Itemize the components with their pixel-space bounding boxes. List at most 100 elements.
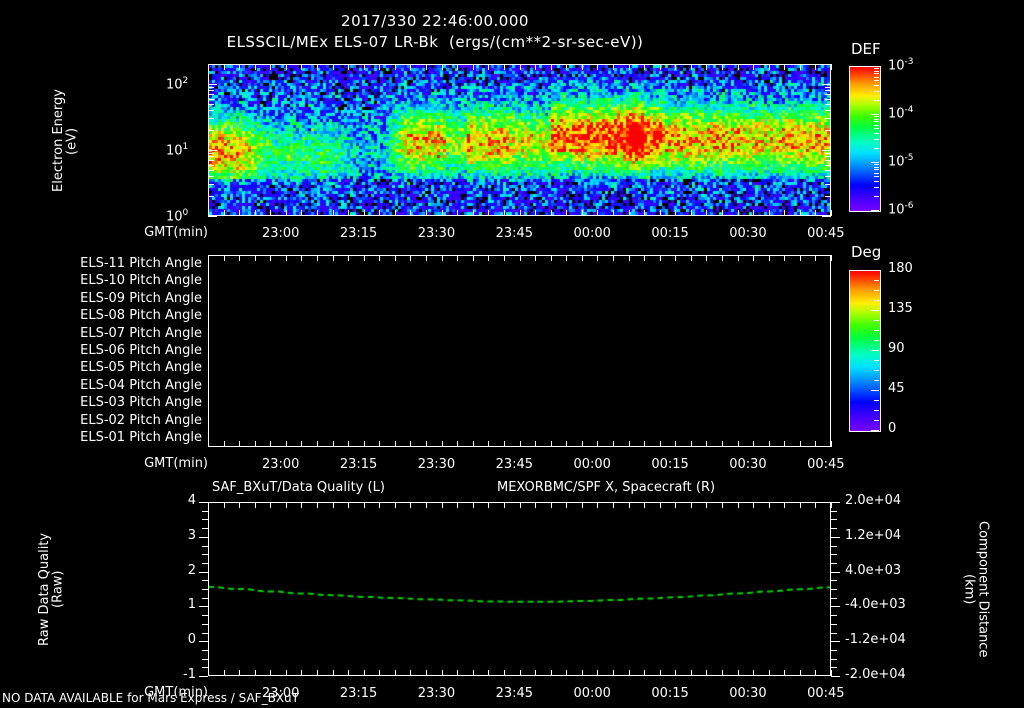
y-minor-tick (831, 589, 837, 590)
x-tick-label: 23:45 (495, 686, 534, 701)
y-tick-label-left: -1 (183, 667, 196, 682)
plot-timestamp-title: 2017/330 22:46:00.000 (341, 12, 529, 30)
x-tick-mark (784, 64, 785, 70)
y-tick-mark (822, 216, 831, 217)
x-tick-mark (239, 210, 240, 216)
x-tick-mark (364, 64, 365, 70)
spectrogram-ylabel: Electron Energy (eV) (51, 89, 80, 193)
y-minor-tick (202, 676, 208, 677)
x-tick-mark (208, 502, 209, 508)
colorbar-minor-tick (874, 400, 879, 401)
x-tick-label: 00:45 (807, 457, 845, 472)
y-minor-tick (825, 118, 831, 119)
y-minor-tick (202, 580, 208, 581)
colorbar-minor-tick (874, 290, 879, 291)
x-tick-mark (442, 210, 443, 216)
x-tick-mark (566, 441, 567, 447)
x-tick-label: 00:30 (729, 686, 767, 701)
y-minor-tick (825, 87, 831, 88)
x-tick-mark (255, 210, 256, 216)
colorbar-minor-tick (874, 370, 879, 371)
colorbar-minor-tick (874, 196, 879, 197)
colorbar-minor-tick (874, 300, 879, 301)
colorbar-minor-tick (874, 320, 879, 321)
x-tick-mark (644, 670, 645, 676)
x-tick-mark (753, 210, 754, 216)
colorbar-minor-tick (874, 187, 879, 188)
x-tick-mark (566, 64, 567, 70)
y-minor-tick (825, 160, 831, 161)
x-tick-label: 00:30 (729, 457, 767, 472)
x-tick-mark (784, 255, 785, 261)
y-tick-label-right: -4.0e+03 (845, 597, 906, 612)
y-tick-label: 102 (166, 76, 189, 93)
y-minor-tick (208, 110, 214, 111)
x-tick-mark (333, 502, 334, 508)
x-tick-mark (301, 441, 302, 447)
x-tick-mark (255, 670, 256, 676)
colorbar-minor-tick (874, 380, 879, 381)
x-tick-mark (442, 502, 443, 508)
y-minor-tick (208, 196, 214, 197)
colorbar-minor-tick (874, 420, 879, 421)
x-tick-mark (784, 502, 785, 508)
colorbar-minor-tick (874, 100, 879, 101)
y-minor-tick (825, 176, 831, 177)
x-tick-mark (348, 255, 349, 261)
x-tick-mark (224, 255, 225, 261)
x-tick-mark (426, 502, 427, 508)
x-tick-mark (270, 502, 271, 508)
y-minor-tick (208, 99, 214, 100)
y-tick-label: 101 (166, 142, 189, 159)
x-tick-label: 00:00 (573, 686, 611, 701)
spectrogram-time-axis-label: GMT(min) (144, 225, 208, 240)
x-tick-mark (831, 64, 832, 70)
colorbar-minor-tick (874, 350, 879, 351)
colorbar-minor-tick (874, 125, 879, 126)
x-tick-mark (738, 502, 739, 508)
x-tick-label: 23:00 (261, 226, 300, 241)
y-minor-tick (202, 633, 208, 634)
y-minor-tick (825, 196, 831, 197)
pitch-angle-row-label: ELS-07 Pitch Angle (80, 326, 202, 341)
x-tick-mark (753, 502, 754, 508)
x-tick-mark (535, 670, 536, 676)
def-colorbar-label: 10-3 (888, 57, 914, 74)
x-tick-mark (753, 64, 754, 70)
y-tick-mark (208, 150, 217, 151)
y-minor-tick (825, 104, 831, 105)
x-tick-mark (239, 670, 240, 676)
x-tick-mark (333, 210, 334, 216)
x-tick-mark (535, 64, 536, 70)
x-tick-mark (566, 670, 567, 676)
y-minor-tick (208, 118, 214, 119)
x-tick-mark (301, 502, 302, 508)
deg-colorbar-label: 135 (888, 301, 913, 316)
x-tick-mark (395, 64, 396, 70)
def-colorbar-label: 10-6 (888, 201, 914, 218)
pitch-angle-panel[interactable] (208, 255, 831, 447)
spectrogram-panel[interactable] (208, 64, 831, 216)
x-tick-label: 23:00 (261, 457, 300, 472)
x-tick-mark (582, 670, 583, 676)
x-tick-mark (395, 210, 396, 216)
x-tick-mark (379, 670, 380, 676)
x-tick-mark (395, 441, 396, 447)
x-tick-label: 23:30 (417, 686, 456, 701)
x-tick-mark (660, 502, 661, 508)
x-tick-mark (426, 441, 427, 447)
bottom-data-panel[interactable] (208, 502, 831, 676)
x-tick-mark (457, 64, 458, 70)
x-tick-mark (551, 255, 552, 261)
x-tick-mark (208, 64, 209, 70)
colorbar-minor-tick (874, 410, 879, 411)
y-minor-tick (202, 598, 208, 599)
bottom-panel-ylabel-left: Raw Data Quality (Raw) (37, 532, 66, 646)
x-tick-mark (224, 670, 225, 676)
x-tick-label: 00:45 (807, 226, 845, 241)
x-tick-mark (286, 670, 287, 676)
y-minor-tick (825, 99, 831, 100)
x-tick-mark (442, 670, 443, 676)
deg-colorbar-label: 45 (888, 381, 905, 396)
x-tick-mark (426, 64, 427, 70)
